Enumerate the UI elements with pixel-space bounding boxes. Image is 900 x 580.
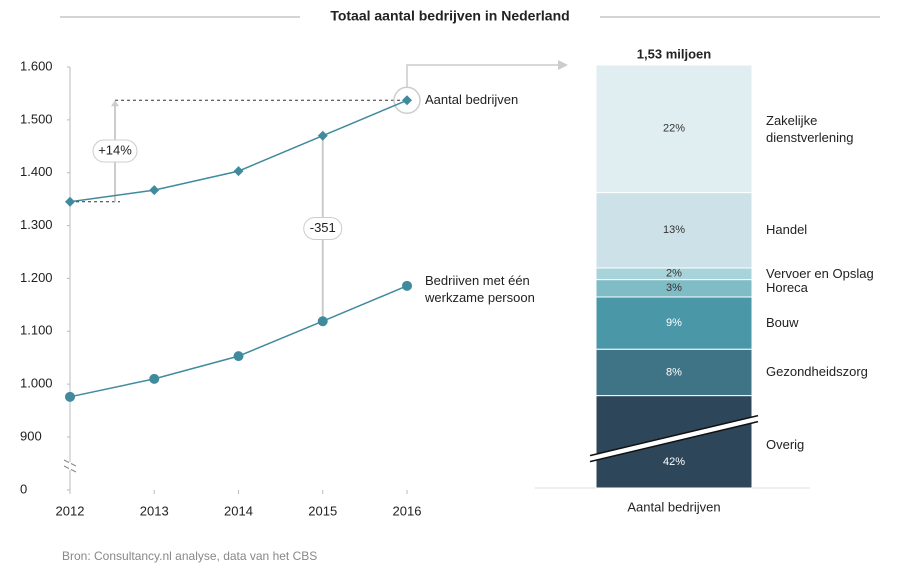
category-label: Vervoer en Opslag xyxy=(766,265,874,281)
marker xyxy=(65,196,75,207)
marker xyxy=(233,351,244,362)
marker xyxy=(149,185,160,196)
category-label: Zakelijke dienstverlening xyxy=(766,112,854,145)
series-label: Aantal bedrijven xyxy=(425,92,519,108)
marker xyxy=(402,280,412,291)
value-label: 13% xyxy=(663,224,685,236)
category-label-box: Handel xyxy=(766,222,808,238)
bar-segment xyxy=(595,348,753,397)
category-label-box: Zakelijke dienstverlening xyxy=(766,112,854,145)
category-label: Gezondheidszorg xyxy=(766,364,868,380)
axis-break-gap xyxy=(69,462,71,470)
annotation: +14% xyxy=(98,142,132,157)
category-label: Horeca xyxy=(766,280,808,296)
category-label-box: Vervoer en Opslag xyxy=(766,265,874,281)
marker xyxy=(149,373,160,384)
bar-segment xyxy=(595,64,753,194)
connector xyxy=(406,64,560,88)
annotation-box xyxy=(92,139,138,163)
y-tick-label: 1.200 xyxy=(20,270,53,285)
annotation-box xyxy=(303,216,343,240)
marker xyxy=(317,130,328,141)
marker xyxy=(233,166,244,177)
arrow-head xyxy=(558,60,568,70)
series-label: Bedriiven met één werkzame persoon xyxy=(425,272,535,305)
value-label: 3% xyxy=(666,282,682,294)
arrow-head xyxy=(111,100,119,107)
category-label: Overig xyxy=(766,436,805,452)
x-tick-label: 2013 xyxy=(140,503,169,518)
bar-segment xyxy=(595,296,753,350)
source: Bron: Consultancy.nl analyse, data van h… xyxy=(62,549,317,563)
bar-total: 1,53 miljoen xyxy=(637,46,711,61)
value-label: 22% xyxy=(663,123,685,135)
value-label: 42% xyxy=(663,456,685,468)
x-tick-label: 2014 xyxy=(224,503,253,518)
marker xyxy=(65,391,75,402)
category-label: Handel xyxy=(766,222,808,238)
y-tick-label: 1.400 xyxy=(20,164,53,179)
bar-break xyxy=(589,420,759,463)
marker xyxy=(317,316,328,327)
x-tick-label: 2015 xyxy=(308,503,337,518)
x-tick-label: 2016 xyxy=(393,503,422,518)
y-tick-label: 1.500 xyxy=(20,111,53,126)
y-tick-label: 0 xyxy=(20,481,27,496)
value-label: 2% xyxy=(666,268,682,280)
x-label: Aantal bedrijven xyxy=(627,499,720,514)
value-label: 9% xyxy=(666,317,682,329)
annotation: -351 xyxy=(310,220,336,235)
category-label-box: Horeca xyxy=(766,280,808,296)
y-tick-label: 900 xyxy=(20,428,42,443)
series-label-box: Aantal bedrijven xyxy=(425,92,519,108)
bar-break xyxy=(590,415,758,462)
value-label: 8% xyxy=(666,366,682,378)
series-line xyxy=(69,285,408,398)
y-tick-label: 1.100 xyxy=(20,323,53,338)
chart-title: Totaal aantal bedrijven in Nederland xyxy=(330,8,569,24)
category-label: Bouw xyxy=(766,315,799,331)
y-tick-label: 1.300 xyxy=(20,217,53,232)
marker xyxy=(402,95,412,106)
y-tick-label: 1.600 xyxy=(20,58,53,73)
y-tick-label: 1.000 xyxy=(20,376,53,391)
bar-break xyxy=(589,414,759,457)
x-tick-label: 2012 xyxy=(56,503,85,518)
category-label-box: Bouw xyxy=(766,315,799,331)
bar-segment xyxy=(595,192,753,269)
category-label-box: Overig xyxy=(766,436,805,452)
category-label-box: Gezondheidszorg xyxy=(766,364,868,380)
series-label-box: Bedriiven met één werkzame persoon xyxy=(425,272,535,305)
